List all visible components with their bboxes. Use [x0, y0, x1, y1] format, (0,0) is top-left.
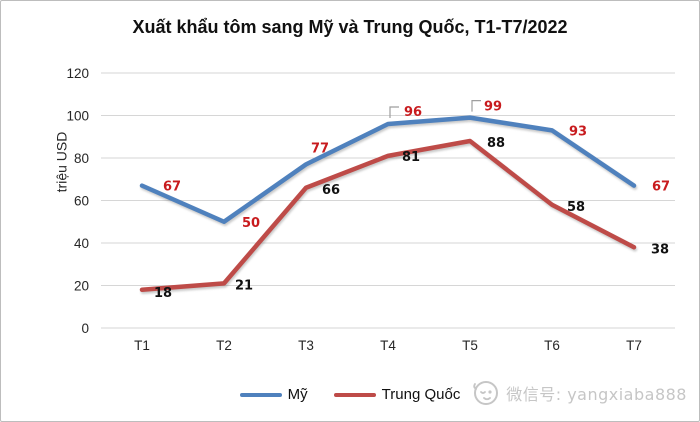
data-label-0-T7: 67 — [652, 180, 670, 195]
y-tick-label: 100 — [66, 109, 89, 124]
watermark-text: 微信号: yangxiaba888 — [506, 385, 687, 404]
y-tick-label: 120 — [66, 66, 89, 81]
label-leader-line — [389, 106, 399, 118]
x-tick-label: T7 — [626, 338, 642, 353]
chart-title: Xuất khẩu tôm sang Mỹ và Trung Quốc, T1-… — [132, 17, 568, 37]
data-label-1-T3: 66 — [322, 183, 340, 198]
series-line-1 — [139, 138, 637, 292]
legend-item-trung-quoc: Trung Quốc — [333, 386, 461, 403]
y-tick-label: 0 — [81, 321, 89, 336]
data-label-1-T7: 38 — [651, 242, 669, 257]
data-label-0-T4: 96 — [404, 105, 422, 120]
y-tick-label: 60 — [74, 194, 89, 209]
x-tick-label: T5 — [462, 338, 478, 353]
mascot-face-icon — [473, 381, 499, 405]
data-label-0-T3: 77 — [311, 141, 329, 156]
legend-label-my: Mỹ — [287, 386, 308, 403]
legend-label-trung-quoc: Trung Quốc — [381, 386, 461, 403]
data-label-1-T5: 88 — [487, 136, 505, 151]
data-label-0-T2: 50 — [242, 216, 260, 231]
data-label-0-T1: 67 — [163, 180, 181, 195]
data-label-1-T6: 58 — [567, 200, 585, 215]
y-tick-label: 80 — [74, 151, 89, 166]
legend-marker-my — [239, 392, 282, 397]
data-label-0-T5: 99 — [484, 100, 502, 115]
x-tick-label: T6 — [544, 338, 560, 353]
data-label-1-T4: 81 — [402, 150, 420, 165]
data-label-1-T2: 21 — [235, 278, 253, 293]
data-label-1-T1: 18 — [154, 286, 172, 301]
y-tick-label: 40 — [74, 236, 89, 251]
label-leader-line — [471, 100, 481, 112]
x-tick-label: T2 — [216, 338, 232, 353]
data-label-0-T6: 93 — [569, 124, 587, 139]
watermark: 微信号: yangxiaba888 — [472, 379, 687, 407]
x-tick-label: T1 — [134, 338, 150, 353]
x-tick-label: T4 — [380, 338, 396, 353]
legend: Mỹ Trung Quốc — [1, 386, 699, 403]
y-tick-label: 20 — [74, 279, 89, 294]
legend-marker-trung-quoc — [333, 392, 376, 397]
legend-item-my: Mỹ — [239, 386, 308, 403]
series-line-0 — [139, 115, 637, 224]
x-tick-label: T3 — [298, 338, 314, 353]
